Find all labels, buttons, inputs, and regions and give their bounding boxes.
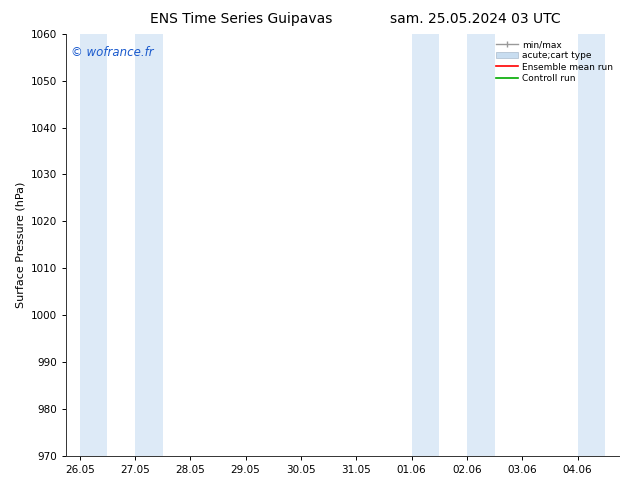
Y-axis label: Surface Pressure (hPa): Surface Pressure (hPa) [15,182,25,308]
Text: ENS Time Series Guipavas: ENS Time Series Guipavas [150,12,332,26]
Bar [135,34,163,456]
Bar [80,34,107,456]
Bar [411,34,439,456]
Bar [578,34,605,456]
Text: sam. 25.05.2024 03 UTC: sam. 25.05.2024 03 UTC [390,12,561,26]
Text: © wofrance.fr: © wofrance.fr [72,47,154,59]
Legend: min/max, acute;cart type, Ensemble mean run, Controll run: min/max, acute;cart type, Ensemble mean … [494,38,614,85]
Bar [467,34,495,456]
